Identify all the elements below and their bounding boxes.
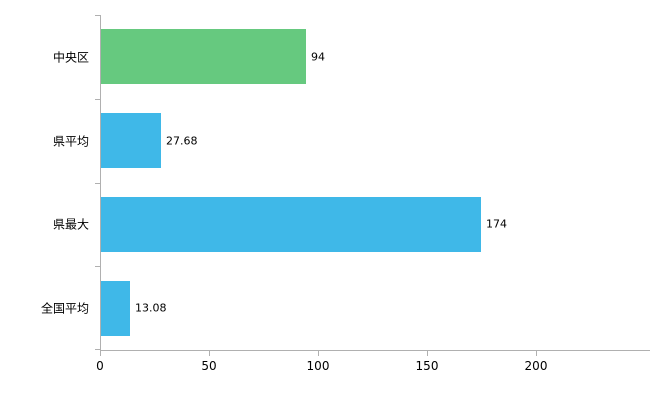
category-label: 全国平均 <box>40 301 89 316</box>
x-axis-tick <box>536 351 537 356</box>
bar-3 <box>101 280 130 336</box>
x-axis-tick-label: 100 <box>306 359 330 373</box>
bar-2 <box>101 196 481 252</box>
category-label: 県平均 <box>52 134 89 149</box>
y-axis-labels: 中央区県平均県最大全国平均 <box>0 15 95 350</box>
y-axis-tick <box>95 99 100 100</box>
plot-area: 94 27.68 174 13.08 <box>95 15 650 351</box>
x-axis-tick <box>209 351 210 356</box>
y-axis-tick <box>95 349 100 350</box>
x-axis-tick <box>100 351 101 356</box>
x-axis-tick <box>318 351 319 356</box>
bar-value-label: 27.68 <box>166 134 198 148</box>
x-axis: 0 50 100 150 200 <box>96 351 650 381</box>
x-axis-tick-label: 150 <box>415 359 439 373</box>
bar-0 <box>101 29 306 85</box>
x-axis-tick-label: 200 <box>524 359 548 373</box>
y-axis-tick <box>95 15 100 16</box>
category-label: 中央区 <box>52 50 89 65</box>
x-axis-tick-label: 50 <box>201 359 217 373</box>
bar-1 <box>101 113 161 169</box>
y-axis-tick <box>95 183 100 184</box>
bar-value-label: 94 <box>311 50 325 64</box>
y-axis-tick <box>95 266 100 267</box>
x-axis-tick-label: 0 <box>96 359 104 373</box>
bar-value-label: 13.08 <box>135 301 167 315</box>
bar-value-label: 174 <box>486 217 507 231</box>
category-label: 県最大 <box>52 217 89 232</box>
x-axis-tick <box>427 351 428 356</box>
